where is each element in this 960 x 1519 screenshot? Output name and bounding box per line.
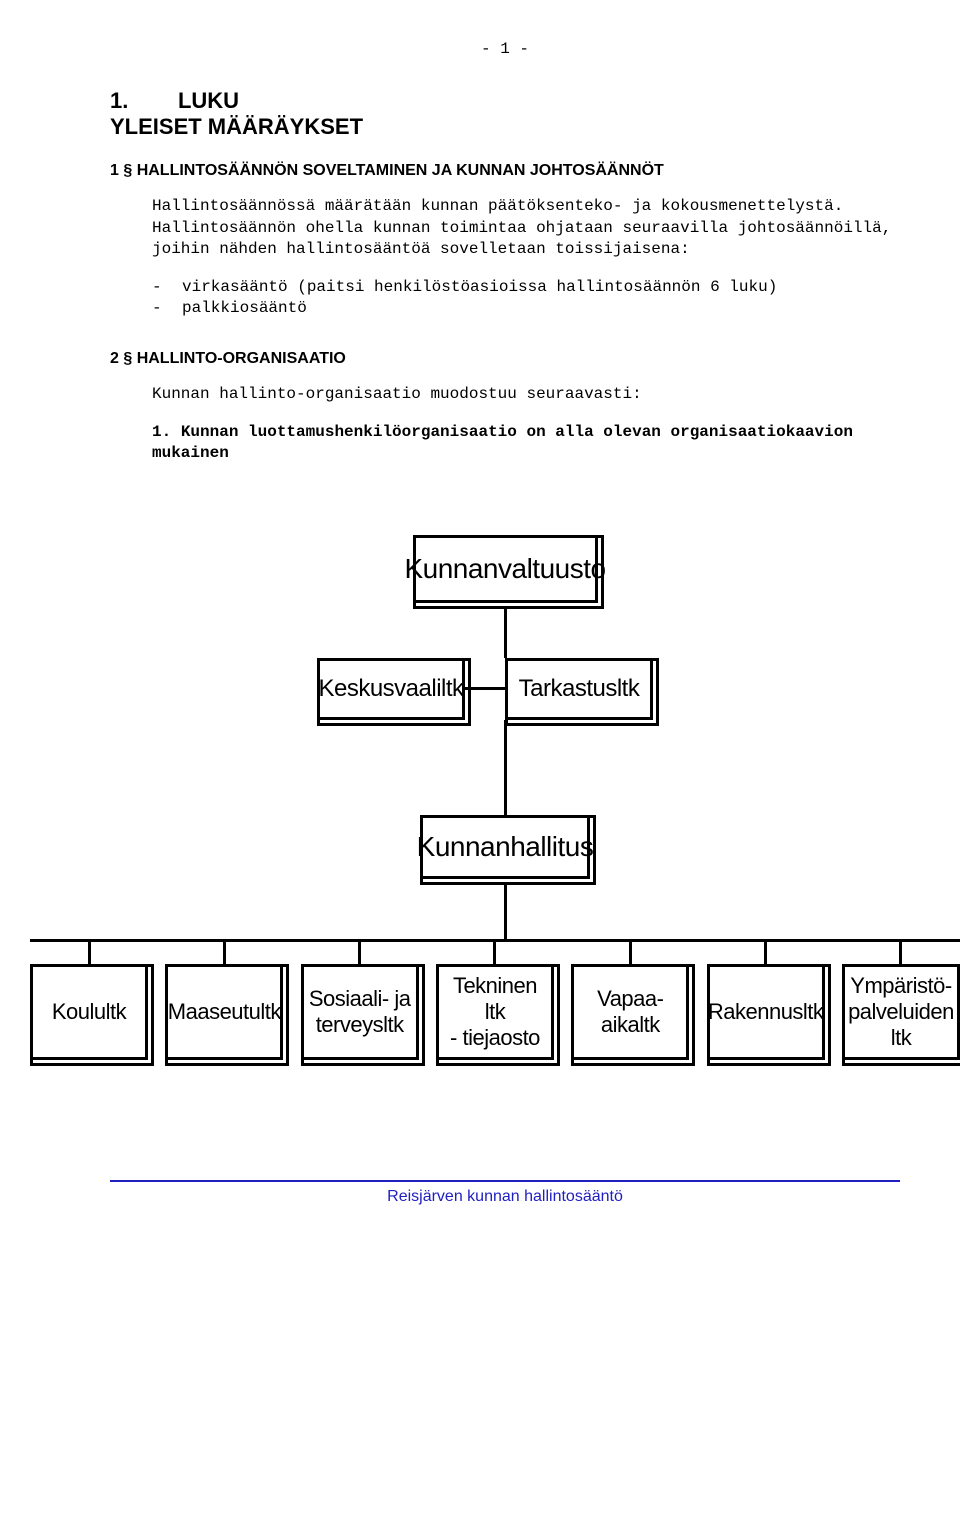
org-node-top: Kunnanvaltuusto — [413, 535, 598, 603]
org-node-label: Kunnanhallitus — [417, 831, 594, 863]
item-text: Kunnan luottamushenkilöorganisaatio on a… — [152, 423, 853, 463]
org-node: Sosiaali- ja terveysltk — [301, 964, 419, 1060]
org-bus — [30, 939, 960, 942]
org-node-label: - tiejaosto — [450, 1025, 540, 1051]
document-page: - 1 - 1. LUKU YLEISET MÄÄRÄYKSET 1 § HAL… — [0, 0, 960, 1226]
org-node-wrap: Rakennusltk — [707, 942, 825, 1060]
org-node: Ympäristö- palveluiden ltk — [842, 964, 960, 1060]
org-node-wrap: Tekninen ltk - tiejaosto — [436, 942, 554, 1060]
org-node-wrap: Ympäristö- palveluiden ltk — [842, 942, 960, 1060]
org-bottom-row: Koulultk Maaseutultk Sosiaali- ja tervey… — [30, 942, 960, 1060]
chapter-number: 1. — [110, 88, 128, 113]
org-connector — [223, 942, 226, 964]
dash-icon: - — [152, 277, 182, 299]
org-level-2: Keskusvaaliltk Tarkastusltk — [70, 658, 900, 720]
org-node-label: Ympäristö- — [850, 973, 951, 999]
section-1-list: - virkasääntö (paitsi henkilöstöasioissa… — [152, 277, 900, 320]
org-node: Maaseutultk — [165, 964, 283, 1060]
section-2-paragraph: Kunnan hallinto-organisaatio muodostuu s… — [152, 384, 900, 406]
list-item-text: virkasääntö (paitsi henkilöstöasioissa h… — [182, 277, 777, 299]
list-item-text: palkkiosääntö — [182, 298, 307, 320]
org-connector — [899, 942, 902, 964]
chapter-title: YLEISET MÄÄRÄYKSET — [110, 114, 900, 140]
org-node-label: Tarkastusltk — [519, 675, 640, 703]
dash-icon: - — [152, 298, 182, 320]
footer-text: Reisjärven kunnan hallintosääntö — [387, 1188, 623, 1205]
org-connector — [465, 687, 505, 690]
org-node-label: Sosiaali- ja — [309, 986, 411, 1012]
org-connector — [493, 942, 496, 964]
org-node-label: palveluiden ltk — [847, 999, 955, 1051]
org-node: Kunnanhallitus — [420, 815, 590, 879]
org-node-wrap: Maaseutultk — [165, 942, 283, 1060]
org-node: Keskusvaaliltk — [317, 658, 465, 720]
org-node-label: Tekninen ltk — [441, 973, 549, 1025]
org-chart: Kunnanvaltuusto Keskusvaaliltk Tarkastus… — [110, 535, 900, 1060]
list-item: - virkasääntö (paitsi henkilöstöasioissa… — [152, 277, 900, 299]
org-node: Tarkastusltk — [505, 658, 653, 720]
org-node: Rakennusltk — [707, 964, 825, 1060]
org-node-wrap: Vapaa-aikaltk — [571, 942, 689, 1060]
org-node-label: Koulultk — [52, 999, 126, 1025]
org-node-wrap: Koulultk — [30, 942, 148, 1060]
org-node-label: Keskusvaaliltk — [318, 675, 463, 703]
org-node-label: Vapaa-aikaltk — [576, 986, 684, 1038]
list-item: - palkkiosääntö — [152, 298, 900, 320]
org-node: Koulultk — [30, 964, 148, 1060]
org-connector — [88, 942, 91, 964]
org-node: Vapaa-aikaltk — [571, 964, 689, 1060]
page-number: - 1 - — [110, 40, 900, 58]
org-node-label: Maaseutultk — [168, 999, 281, 1025]
org-node-label: terveysltk — [316, 1012, 404, 1038]
org-connector — [629, 942, 632, 964]
section-2-heading: 2 § HALLINTO-ORGANISAATIO — [110, 350, 900, 368]
org-node-label: Kunnanvaltuusto — [404, 553, 605, 585]
page-footer: Reisjärven kunnan hallintosääntö — [110, 1180, 900, 1206]
org-node-wrap: Sosiaali- ja terveysltk — [301, 942, 419, 1060]
section-1-paragraph: Hallintosäännössä määrätään kunnan päätö… — [152, 196, 900, 261]
chapter-word: LUKU — [178, 88, 239, 113]
org-connector — [764, 942, 767, 964]
section-2-item: 1. Kunnan luottamushenkilöorganisaatio o… — [152, 422, 900, 465]
org-connector — [358, 942, 361, 964]
org-node-label: Rakennusltk — [708, 999, 824, 1025]
section-1-heading: 1 § HALLINTOSÄÄNNÖN SOVELTAMINEN JA KUNN… — [110, 162, 900, 180]
chapter-heading: 1. LUKU YLEISET MÄÄRÄYKSET — [110, 88, 900, 140]
org-node: Tekninen ltk - tiejaosto — [436, 964, 554, 1060]
item-number: 1. — [152, 423, 171, 441]
